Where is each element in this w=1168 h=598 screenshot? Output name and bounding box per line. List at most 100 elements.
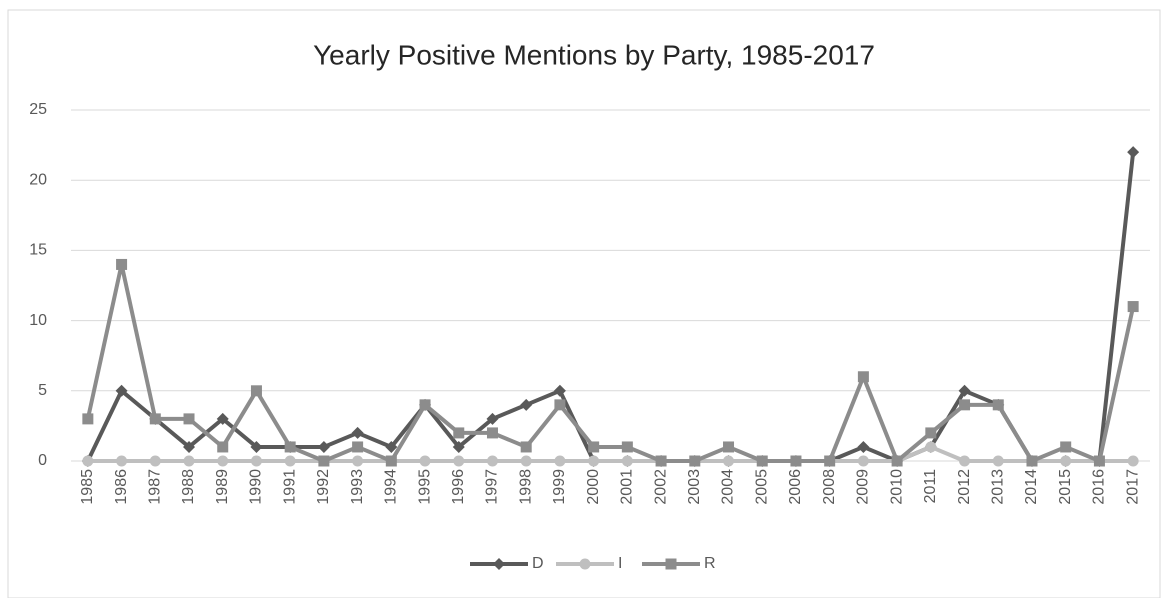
marker — [250, 455, 262, 467]
marker — [756, 455, 768, 467]
marker — [959, 399, 971, 411]
marker — [1026, 455, 1038, 467]
marker — [318, 455, 330, 467]
marker — [352, 455, 364, 467]
marker — [250, 385, 262, 397]
marker — [217, 441, 229, 453]
x-tick-label: 1993 — [349, 469, 366, 505]
x-tick-label: 1990 — [248, 469, 265, 505]
x-tick-label: 1991 — [281, 469, 298, 505]
x-tick-label: 2013 — [989, 469, 1006, 505]
x-tick-label: 2005 — [753, 469, 770, 505]
y-tick-label: 10 — [29, 312, 47, 329]
marker — [82, 455, 94, 467]
marker — [385, 455, 397, 467]
marker — [1060, 455, 1072, 467]
marker — [689, 455, 701, 467]
marker — [486, 427, 498, 439]
marker — [453, 455, 465, 467]
x-tick-label: 2011 — [922, 469, 939, 504]
marker — [250, 440, 263, 453]
marker — [351, 426, 364, 439]
marker — [992, 399, 1004, 411]
series-line — [87, 444, 1134, 463]
marker — [115, 384, 128, 397]
marker — [621, 441, 633, 453]
marker — [925, 441, 937, 453]
x-tick-label: 1996 — [450, 469, 467, 505]
marker — [284, 455, 296, 467]
marker — [992, 455, 1004, 467]
marker — [216, 412, 229, 425]
marker — [486, 455, 498, 467]
x-tick-label: 1999 — [551, 469, 568, 505]
x-tick-label: 2008 — [821, 469, 838, 505]
marker — [857, 455, 869, 467]
marker — [857, 371, 869, 383]
marker — [588, 441, 600, 453]
x-tick-label: 1995 — [416, 469, 433, 505]
x-tick-label: 2015 — [1057, 469, 1074, 505]
series — [82, 258, 1139, 467]
marker — [486, 412, 499, 425]
x-tick-label: 1997 — [484, 469, 501, 505]
x-tick-label: 1987 — [147, 469, 164, 505]
chart-frame — [7, 9, 1161, 598]
marker — [790, 455, 802, 467]
x-tick-label: 2010 — [888, 469, 905, 505]
marker — [419, 399, 431, 411]
x-tick-label: 2000 — [585, 469, 602, 505]
marker — [655, 455, 667, 467]
marker — [452, 440, 465, 453]
y-tick-label: 5 — [38, 382, 47, 399]
x-tick-label: 1998 — [517, 469, 534, 505]
marker — [82, 413, 94, 425]
marker — [1127, 146, 1140, 159]
marker — [958, 384, 971, 397]
marker — [317, 440, 330, 453]
x-tick-label: 2004 — [720, 469, 737, 505]
x-tick-label: 2001 — [619, 469, 636, 505]
marker — [1127, 301, 1139, 313]
marker — [554, 399, 566, 411]
marker — [1127, 455, 1139, 467]
x-tick-label: 2009 — [855, 469, 872, 505]
x-tick-label: 2012 — [956, 469, 973, 505]
chart-title: Yearly Positive Mentions by Party, 1985-… — [313, 39, 875, 70]
marker — [520, 455, 532, 467]
marker — [385, 440, 398, 453]
legend-label: R — [704, 555, 716, 572]
marker — [621, 455, 633, 467]
y-tick-label: 15 — [29, 242, 47, 259]
x-tick-label: 2006 — [787, 469, 804, 505]
y-tick-label: 20 — [29, 171, 47, 188]
series-line — [85, 262, 1136, 463]
marker — [554, 455, 566, 467]
marker — [723, 455, 735, 467]
legend-label: D — [532, 555, 544, 572]
marker — [419, 455, 431, 467]
x-tick-label: 2014 — [1023, 469, 1040, 505]
x-tick-label: 1988 — [180, 469, 197, 505]
marker — [183, 440, 196, 453]
x-tick-label: 2016 — [1091, 469, 1108, 505]
marker — [183, 413, 195, 425]
marker — [723, 441, 735, 453]
marker — [183, 455, 195, 467]
x-tick-label: 1985 — [79, 469, 96, 505]
marker — [857, 440, 870, 453]
legend-label: I — [618, 555, 622, 572]
marker — [520, 398, 533, 411]
x-tick-label: 1986 — [113, 469, 130, 505]
x-tick-label: 1989 — [214, 469, 231, 505]
marker — [116, 455, 128, 467]
legend-marker — [493, 558, 505, 570]
marker — [1060, 441, 1072, 453]
x-tick-label: 2002 — [652, 469, 669, 505]
marker — [149, 413, 161, 425]
x-tick-label: 2003 — [686, 469, 703, 505]
y-tick-label: 0 — [38, 452, 47, 469]
marker — [149, 455, 161, 467]
x-tick-label: 2017 — [1124, 469, 1141, 505]
